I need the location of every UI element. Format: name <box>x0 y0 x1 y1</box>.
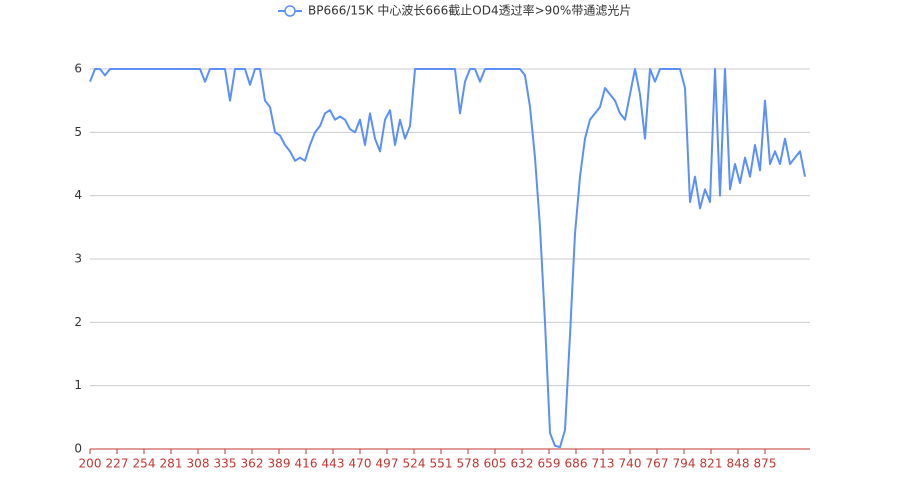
x-tick-label: 794 <box>673 457 696 471</box>
y-tick-label: 2 <box>74 315 82 329</box>
x-tick-label: 308 <box>187 457 210 471</box>
y-tick-label: 6 <box>74 62 82 76</box>
y-tick-label: 4 <box>74 188 82 202</box>
x-tick-label: 875 <box>754 457 777 471</box>
x-tick-label: 605 <box>484 457 507 471</box>
x-tick-label: 416 <box>295 457 318 471</box>
legend-label: BP666/15K 中心波长666截止OD4透过率>90%带通滤光片 <box>308 3 631 18</box>
x-tick-label: 497 <box>376 457 399 471</box>
y-tick-label: 0 <box>74 442 82 456</box>
y-tick-label: 5 <box>74 125 82 139</box>
y-tick-label: 3 <box>74 252 82 266</box>
x-tick-label: 389 <box>268 457 291 471</box>
x-tick-label: 254 <box>133 457 156 471</box>
x-tick-label: 227 <box>106 457 129 471</box>
x-tick-label: 821 <box>700 457 723 471</box>
legend[interactable]: BP666/15K 中心波长666截止OD4透过率>90%带通滤光片 <box>278 3 631 18</box>
x-tick-label: 578 <box>457 457 480 471</box>
x-tick-label: 551 <box>430 457 453 471</box>
legend-symbol <box>284 5 296 17</box>
x-tick-label: 335 <box>214 457 237 471</box>
x-tick-label: 524 <box>403 457 426 471</box>
x-tick-label: 443 <box>322 457 345 471</box>
x-tick-label: 362 <box>241 457 264 471</box>
x-tick-label: 767 <box>646 457 669 471</box>
x-tick-label: 848 <box>727 457 750 471</box>
x-tick-label: 740 <box>619 457 642 471</box>
x-tick-label: 659 <box>538 457 561 471</box>
x-tick-label: 470 <box>349 457 372 471</box>
y-tick-label: 1 <box>74 378 82 392</box>
x-tick-label: 713 <box>592 457 615 471</box>
x-tick-label: 281 <box>160 457 183 471</box>
x-tick-label: 200 <box>79 457 102 471</box>
x-tick-label: 632 <box>511 457 534 471</box>
series-line <box>89 68 806 449</box>
x-tick-label: 686 <box>565 457 588 471</box>
